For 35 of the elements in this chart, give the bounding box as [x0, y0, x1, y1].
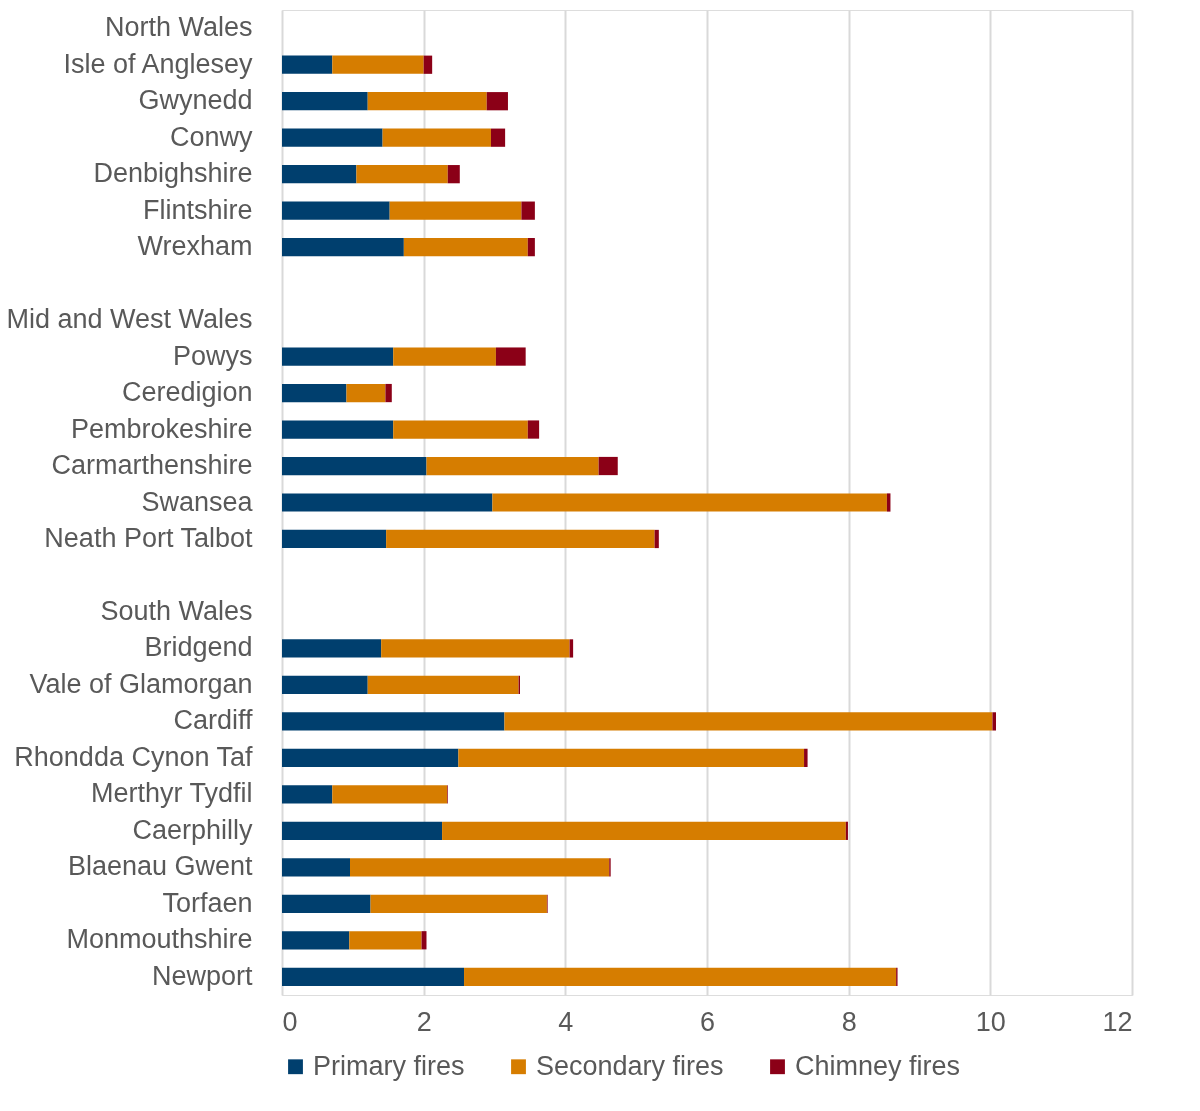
x-tick-label: 2 — [416, 1006, 432, 1037]
y-tick-label: Flintshire — [142, 194, 253, 225]
y-tick-label: Vale of Glamorgan — [29, 668, 253, 699]
legend-label: Primary fires — [313, 1050, 465, 1081]
y-tick-label: Rhondda Cynon Taf — [14, 741, 253, 772]
legend-label: Secondary fires — [536, 1050, 724, 1081]
x-tick-label: 12 — [1102, 1006, 1133, 1037]
y-tick-label: Caerphilly — [132, 814, 253, 845]
y-tick-label: Ceredigion — [121, 377, 253, 408]
y-tick-label: Isle of Anglesey — [63, 48, 253, 79]
y-tick-label: Merthyr Tydfil — [90, 778, 253, 809]
x-tick-label: 0 — [282, 1006, 298, 1037]
y-tick-label: Mid and West Wales — [6, 304, 253, 335]
x-tick-label: 4 — [558, 1006, 574, 1037]
y-tick-label: Gwynedd — [138, 85, 253, 116]
x-tick-label: 8 — [841, 1006, 857, 1037]
y-tick-label: Pembrokeshire — [70, 413, 253, 444]
y-tick-label: Carmarthenshire — [51, 450, 253, 481]
y-tick-label: South Wales — [100, 595, 253, 626]
y-tick-label: Swansea — [141, 486, 254, 517]
y-tick-label: Cardiff — [173, 705, 253, 736]
y-tick-label: Wrexham — [137, 231, 253, 262]
y-tick-label: Monmouthshire — [66, 924, 253, 955]
y-tick-label: Neath Port Talbot — [44, 522, 253, 553]
y-tick-label: Powys — [172, 340, 253, 371]
y-tick-label: Conwy — [169, 121, 253, 152]
y-tick-label: Newport — [151, 960, 253, 991]
y-tick-label: Torfaen — [162, 887, 253, 918]
y-tick-label: North Wales — [104, 12, 253, 43]
y-tick-label: Denbighshire — [93, 158, 253, 189]
x-tick-label: 10 — [975, 1006, 1006, 1037]
x-tick-label: 6 — [699, 1006, 716, 1037]
y-tick-label: Blaenau Gwent — [67, 851, 253, 882]
y-tick-label: Bridgend — [144, 632, 253, 663]
legend-label: Chimney fires — [795, 1050, 961, 1081]
